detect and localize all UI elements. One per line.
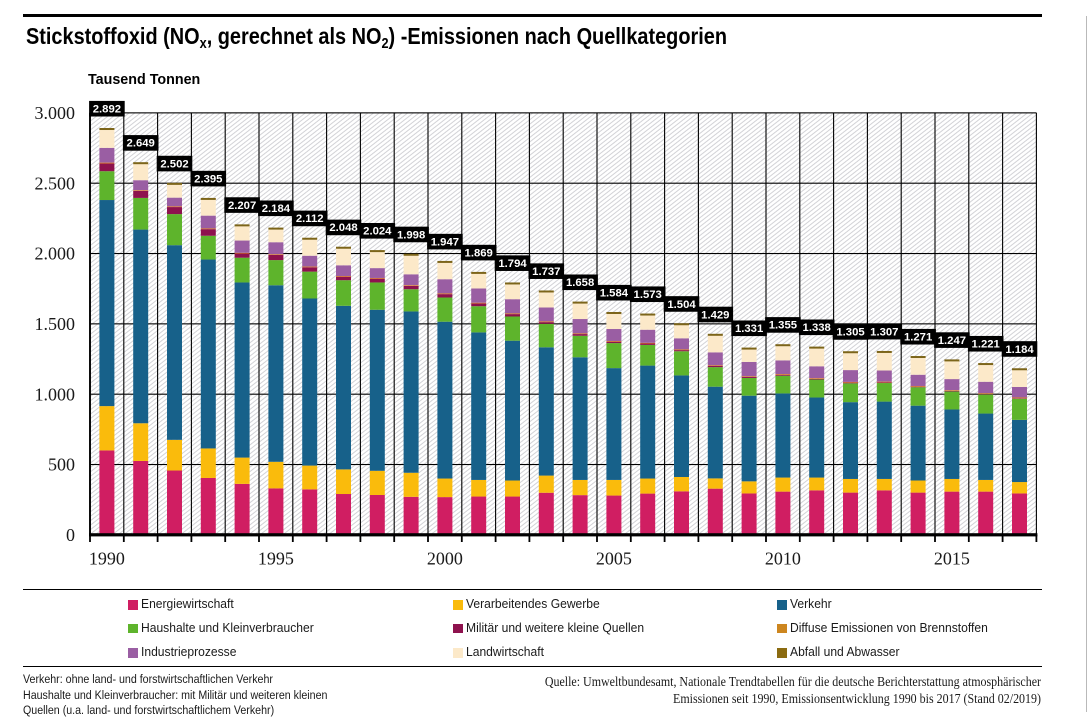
svg-text:1.307: 1.307 (870, 326, 898, 338)
svg-text:2.184: 2.184 (262, 203, 291, 215)
svg-text:1.429: 1.429 (701, 309, 729, 321)
svg-text:1.331: 1.331 (735, 323, 763, 335)
svg-text:1.947: 1.947 (431, 236, 459, 248)
svg-text:2.048: 2.048 (329, 222, 357, 234)
svg-text:1.794: 1.794 (498, 258, 527, 270)
svg-text:1.737: 1.737 (532, 266, 560, 278)
svg-text:1990: 1990 (89, 549, 125, 569)
svg-text:2.500: 2.500 (35, 173, 76, 193)
svg-text:1995: 1995 (258, 549, 294, 569)
svg-text:1.338: 1.338 (803, 322, 831, 334)
svg-text:0: 0 (66, 525, 75, 545)
svg-text:2015: 2015 (934, 549, 970, 569)
svg-text:1.658: 1.658 (566, 277, 594, 289)
svg-text:1.998: 1.998 (397, 229, 425, 241)
svg-text:2005: 2005 (596, 549, 632, 569)
svg-text:2.207: 2.207 (228, 200, 256, 212)
svg-text:1.271: 1.271 (904, 332, 932, 344)
svg-text:2.112: 2.112 (296, 213, 324, 225)
svg-text:2.649: 2.649 (127, 138, 155, 150)
svg-text:2.892: 2.892 (93, 104, 121, 116)
svg-text:1.305: 1.305 (836, 327, 864, 339)
svg-text:1.573: 1.573 (634, 289, 662, 301)
svg-text:2.024: 2.024 (363, 226, 392, 238)
svg-text:1.221: 1.221 (972, 339, 1000, 351)
svg-text:2010: 2010 (765, 549, 801, 569)
svg-text:2.395: 2.395 (194, 173, 222, 185)
svg-text:1.504: 1.504 (667, 299, 696, 311)
svg-text:1.500: 1.500 (35, 314, 76, 334)
svg-text:1.247: 1.247 (938, 335, 966, 347)
svg-text:3.000: 3.000 (35, 103, 76, 123)
svg-text:1.869: 1.869 (465, 247, 493, 259)
svg-text:2.000: 2.000 (35, 244, 76, 264)
svg-text:1.584: 1.584 (600, 287, 629, 299)
svg-text:2000: 2000 (427, 549, 463, 569)
svg-text:1.184: 1.184 (1005, 344, 1034, 356)
svg-text:1.355: 1.355 (769, 320, 797, 332)
svg-text:2.502: 2.502 (160, 158, 188, 170)
svg-text:1.000: 1.000 (35, 384, 76, 404)
svg-text:500: 500 (48, 455, 75, 475)
